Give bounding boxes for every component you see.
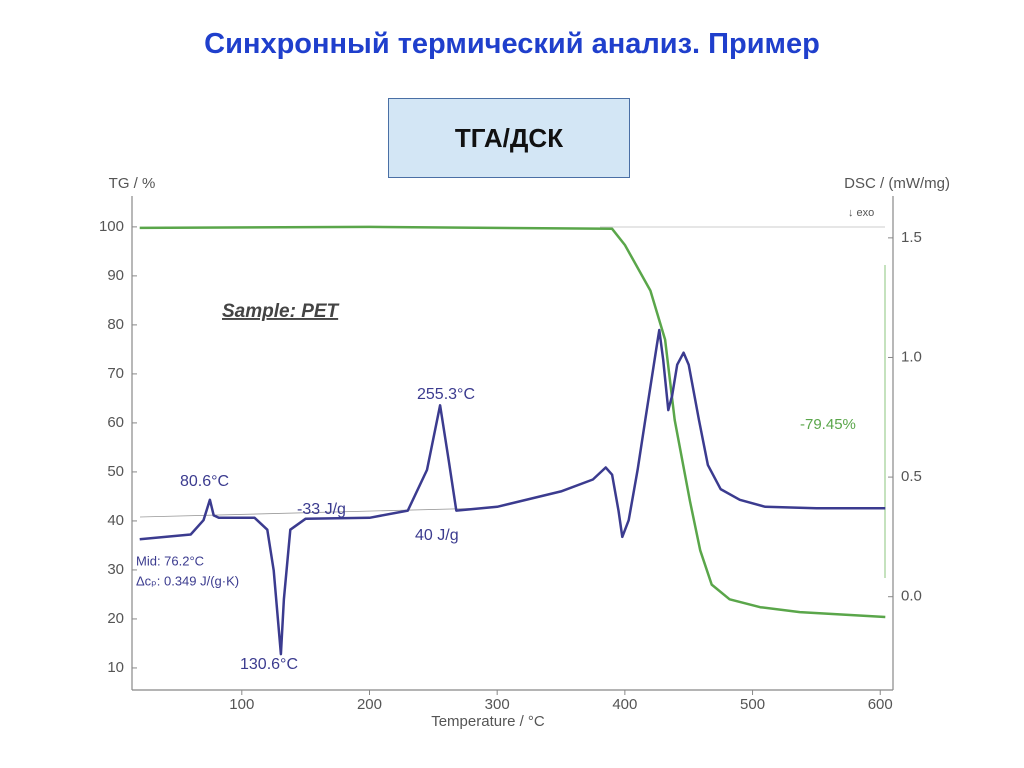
x-tick-label: 600	[868, 696, 893, 713]
y-tick-label: 50	[107, 463, 124, 480]
y-tick-label: 30	[107, 561, 124, 578]
x-tick-label: 300	[485, 696, 510, 713]
y2-tick-label: 1.0	[901, 348, 922, 365]
y2-axis-label: DSC / (mW/mg)	[844, 175, 950, 192]
annotation: -33 J/g	[297, 501, 346, 518]
y-tick-label: 100	[99, 218, 124, 235]
annotation: -79.45%	[800, 416, 856, 433]
y2-tick-label: 0.0	[901, 588, 922, 605]
y-tick-label: 40	[107, 512, 124, 529]
x-axis-label: Temperature / °C	[431, 713, 545, 730]
x-tick-label: 400	[612, 696, 637, 713]
y-tick-label: 60	[107, 414, 124, 431]
annotation: Mid: 76.2°C	[136, 553, 204, 568]
y2-tick-label: 1.5	[901, 229, 922, 246]
y-tick-label: 90	[107, 267, 124, 284]
annotation: 40 J/g	[415, 527, 459, 544]
y-axis-label: TG / %	[109, 175, 156, 192]
y-tick-label: 80	[107, 316, 124, 333]
annotation: ↓ exo	[848, 207, 874, 219]
y-tick-label: 10	[107, 659, 124, 676]
annotation: 80.6°C	[180, 473, 229, 490]
x-tick-label: 100	[229, 696, 254, 713]
annotation: Δcₚ: 0.349 J/(g·K)	[136, 573, 239, 588]
annotation: 130.6°C	[240, 656, 298, 673]
slide-title: Синхронный термический анализ. Пример	[204, 28, 820, 60]
y2-tick-label: 0.5	[901, 468, 922, 485]
label-box: ТГА/ДСК	[388, 98, 630, 178]
x-tick-label: 200	[357, 696, 382, 713]
data-line	[139, 225, 886, 619]
annotation: Sample: PET	[222, 301, 340, 322]
y-tick-label: 70	[107, 365, 124, 382]
x-tick-label: 500	[740, 696, 765, 713]
baseline	[139, 507, 491, 518]
annotation: 255.3°C	[417, 386, 475, 403]
data-line	[139, 328, 886, 656]
y-tick-label: 20	[107, 610, 124, 627]
